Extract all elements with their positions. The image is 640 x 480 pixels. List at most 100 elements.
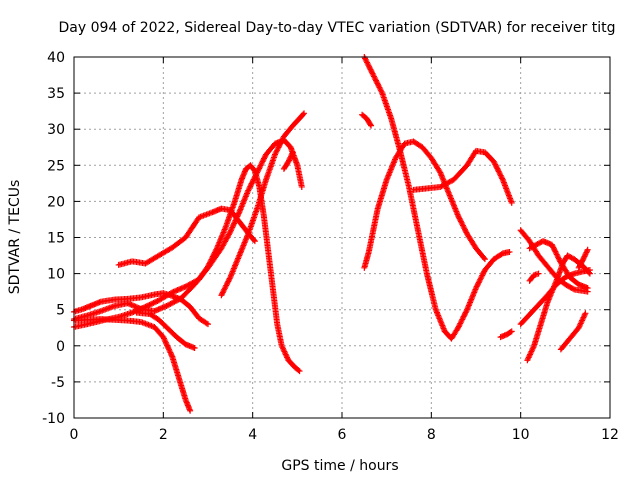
data-point: [168, 352, 175, 359]
x-tick-label: 6: [338, 427, 347, 443]
data-point: [235, 210, 242, 217]
data-point: [225, 276, 232, 283]
data-point: [462, 228, 469, 235]
data-point: [457, 319, 464, 326]
y-tick-label: 30: [47, 122, 65, 138]
data-point: [252, 173, 259, 180]
data-point: [257, 162, 264, 169]
data-point: [377, 87, 384, 94]
data-point: [375, 81, 382, 88]
data-point: [245, 186, 252, 193]
data-point: [289, 149, 296, 156]
data-point: [191, 344, 198, 351]
data-point: [497, 172, 504, 179]
data-point: [463, 308, 470, 315]
data-point: [459, 316, 466, 323]
data-series: [71, 54, 593, 414]
series-arc-9: [359, 111, 375, 129]
data-point: [150, 299, 157, 306]
data-point: [479, 271, 486, 278]
data-point: [555, 255, 562, 262]
y-tick-label: -5: [51, 375, 65, 391]
data-point: [272, 150, 279, 157]
series-arc-19: [557, 310, 589, 353]
x-tick-label: 10: [512, 427, 530, 443]
data-point: [367, 121, 374, 128]
y-tick-label: 40: [47, 50, 65, 66]
data-point: [458, 219, 465, 226]
grid-lines: [74, 57, 610, 418]
data-point: [147, 301, 154, 308]
data-point: [275, 144, 282, 151]
data-point: [286, 157, 293, 164]
series-arc-20: [575, 246, 591, 271]
data-point: [456, 215, 463, 222]
data-point: [205, 321, 211, 328]
data-point: [161, 336, 168, 343]
data-point: [581, 253, 588, 260]
data-point: [274, 147, 281, 154]
data-point: [261, 154, 268, 161]
data-point: [368, 69, 375, 76]
data-point: [250, 236, 257, 243]
data-point: [362, 56, 369, 63]
data-point: [274, 145, 281, 152]
data-point: [296, 368, 303, 375]
chart-title: Day 094 of 2022, Sidereal Day-to-day VTE…: [59, 20, 616, 36]
data-point: [301, 110, 308, 117]
data-point: [506, 248, 513, 255]
data-point: [491, 160, 498, 167]
data-point: [223, 282, 230, 289]
y-tick-label: 25: [47, 158, 65, 174]
data-point: [258, 159, 265, 166]
plot-frame: [73, 56, 611, 419]
data-point: [584, 285, 591, 292]
data-point: [461, 312, 468, 319]
data-point: [459, 315, 466, 322]
data-point: [373, 77, 380, 84]
data-point: [378, 88, 385, 95]
data-point: [497, 171, 504, 178]
data-point: [254, 168, 261, 175]
series-arc-7: [218, 110, 308, 299]
data-point: [455, 323, 462, 330]
data-point: [455, 214, 462, 221]
data-point: [187, 407, 194, 414]
data-point: [375, 83, 382, 90]
x-tick-label: 2: [159, 427, 168, 443]
series-arc-5: [115, 205, 258, 268]
data-point: [457, 320, 464, 327]
y-tick-label: 15: [47, 231, 65, 247]
data-point: [508, 328, 515, 335]
data-point: [480, 269, 487, 276]
series-arc-17: [524, 252, 593, 364]
data-point: [146, 301, 153, 308]
data-point: [287, 154, 294, 161]
data-point: [580, 256, 587, 263]
data-point: [477, 276, 484, 283]
data-point: [478, 273, 485, 280]
data-point: [474, 282, 481, 289]
data-point: [223, 281, 230, 288]
data-point: [584, 246, 591, 253]
data-point: [250, 176, 257, 183]
data-point: [247, 182, 254, 189]
data-point: [535, 270, 542, 277]
data-point: [494, 165, 501, 172]
data-point: [362, 55, 369, 62]
data-point: [459, 222, 466, 229]
data-point: [247, 183, 254, 190]
data-point: [370, 72, 377, 79]
data-point: [554, 252, 561, 259]
data-point: [585, 269, 592, 276]
data-point: [582, 310, 589, 317]
data-point: [473, 283, 480, 290]
axis-ticks: 0 2 4 6 8 10 12 -10 -5 0 5 10 15 20 25 30 35 40: [42, 50, 619, 443]
data-point: [493, 164, 500, 171]
data-point: [251, 175, 258, 182]
data-point: [490, 158, 497, 165]
data-point: [289, 150, 296, 157]
data-point: [245, 187, 252, 194]
data-point: [582, 250, 589, 257]
